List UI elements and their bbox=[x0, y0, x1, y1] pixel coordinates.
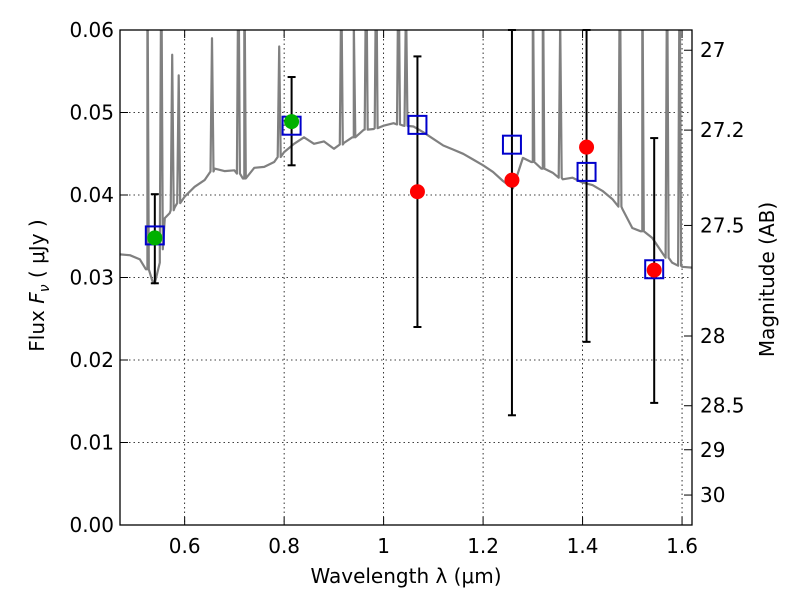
model-square-marker bbox=[644, 259, 665, 280]
x-tick-label: 0.6 bbox=[169, 534, 201, 558]
grid-lines bbox=[120, 30, 692, 525]
y-tick-label: 0.03 bbox=[69, 266, 114, 290]
y-axis-title: Flux Fν ( μJy ) bbox=[25, 219, 53, 351]
mag-tick-label: 28.5 bbox=[700, 394, 745, 418]
y2-axis-title: Magnitude (AB) bbox=[755, 202, 779, 357]
x-tick-label: 1 bbox=[377, 534, 390, 558]
sed-line bbox=[120, 30, 692, 285]
mag-tick-label: 29 bbox=[700, 438, 725, 462]
green-data-point bbox=[284, 114, 300, 130]
tick-layer: 0.6 0.8 1 1.2 1.4 1.6 0.00 0.01 0.02 0.03 0.04 0.05… bbox=[69, 18, 744, 558]
green-data-point bbox=[147, 230, 163, 246]
mag-tick-label: 30 bbox=[700, 483, 725, 507]
x-tick-label: 1.2 bbox=[467, 534, 499, 558]
point-layer bbox=[144, 114, 665, 280]
x-tick-label: 1.6 bbox=[666, 534, 698, 558]
model-square-marker bbox=[407, 114, 428, 135]
model-square-marker bbox=[501, 134, 522, 155]
y-axis-title-symbol: F bbox=[25, 292, 49, 304]
y-tick-label: 0.04 bbox=[69, 183, 114, 207]
y-tick-label: 0.00 bbox=[69, 513, 114, 537]
y-tick-label: 0.01 bbox=[69, 431, 114, 455]
red-data-point bbox=[504, 172, 520, 188]
y-axis-title-unit: ( μJy ) bbox=[25, 219, 49, 284]
red-data-point bbox=[409, 184, 425, 200]
mag-tick-label: 27.5 bbox=[700, 213, 745, 237]
y-axis-title-prefix: Flux bbox=[25, 304, 49, 352]
model-square-marker bbox=[576, 161, 597, 182]
mag-tick-label: 27.2 bbox=[700, 118, 745, 142]
sed-layer bbox=[120, 30, 692, 285]
red-data-point bbox=[646, 262, 662, 278]
y-axis-title-subscript: ν bbox=[37, 284, 53, 292]
x-axis-title: Wavelength λ (μm) bbox=[310, 564, 501, 588]
x-tick-label: 0.8 bbox=[268, 534, 300, 558]
y-tick-label: 0.02 bbox=[69, 348, 114, 372]
x-tick-label: 1.4 bbox=[567, 534, 599, 558]
mag-tick-label: 27 bbox=[700, 38, 725, 62]
y-tick-label: 0.06 bbox=[69, 18, 114, 42]
y-tick-label: 0.05 bbox=[69, 101, 114, 125]
red-data-point bbox=[579, 139, 595, 155]
mag-tick-label: 28 bbox=[700, 324, 725, 348]
